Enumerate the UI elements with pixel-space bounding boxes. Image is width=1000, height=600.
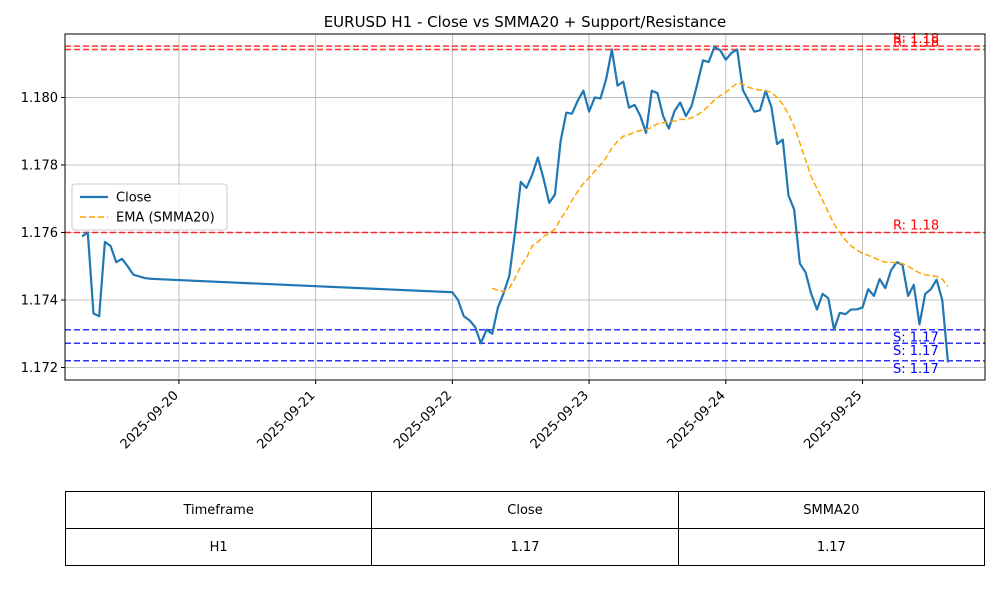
y-tick-label: 1.172 [21, 361, 58, 376]
chart-background [0, 0, 1000, 480]
y-tick-label: 1.174 [21, 293, 58, 308]
table-header-cell: SMMA20 [677, 491, 986, 529]
table-header-cell: Close [371, 491, 679, 529]
support-resistance-labels: R: 1.18R: 1.18R: 1.18S: 1.17S: 1.17S: 1.… [893, 32, 939, 377]
y-tick-label: 1.178 [21, 158, 58, 173]
plot-frame [64, 33, 986, 381]
table-header-row: Timeframe Close SMMA20 [64, 491, 986, 529]
support-label: S: 1.17 [893, 331, 939, 346]
chart-title: EURUSD H1 - Close vs SMMA20 + Support/Re… [324, 13, 727, 31]
table-cell-smma20: 1.17 [677, 528, 986, 566]
legend-box [71, 183, 228, 231]
legend: Close EMA (SMMA20) [71, 183, 228, 231]
resistance-label: R: 1.18 [893, 218, 939, 233]
table-cell-timeframe: H1 [64, 528, 373, 566]
chart: EURUSD H1 - Close vs SMMA20 + Support/Re… [0, 0, 1000, 480]
support-resistance-lines [65, 45, 985, 362]
y-axis: 1.172 1.174 1.176 1.178 1.180 [21, 91, 65, 376]
table-row: H1 1.17 1.17 [64, 528, 986, 566]
close-series-line [81, 45, 950, 363]
y-tick-label: 1.176 [21, 226, 58, 241]
legend-entry: Close [116, 191, 151, 206]
chart-svg: EURUSD H1 - Close vs SMMA20 + Support/Re… [0, 0, 1000, 480]
resistance-label: R: 1.18 [893, 36, 939, 51]
smma20-series-line [491, 82, 949, 293]
legend-entry: EMA (SMMA20) [116, 211, 215, 226]
resistance-label: R: 1.18 [893, 32, 939, 47]
summary-table: Timeframe Close SMMA20 H1 1.17 1.17 [64, 491, 986, 566]
series-lines [81, 45, 950, 363]
y-tick-label: 1.180 [21, 91, 58, 106]
support-label: S: 1.17 [893, 362, 939, 377]
table-cell-close: 1.17 [371, 528, 679, 566]
table-header-cell: Timeframe [64, 491, 373, 529]
support-label: S: 1.17 [893, 344, 939, 359]
